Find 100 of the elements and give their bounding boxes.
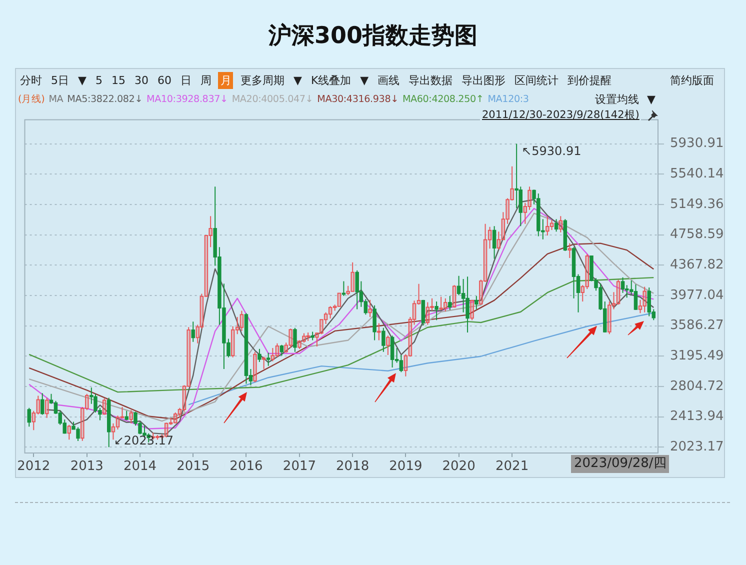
candlestick <box>27 407 31 428</box>
text: ▼ <box>647 93 656 106</box>
x-tick-label: 2014 <box>123 459 157 474</box>
candlestick <box>129 410 133 424</box>
x-tick-label: 2012 <box>17 459 50 474</box>
y-tick-label: 2804.72 <box>670 378 724 394</box>
candlestick <box>342 280 346 297</box>
candlestick <box>580 284 584 302</box>
x-tick-label: 2017 <box>282 459 316 474</box>
candlestick <box>182 384 186 412</box>
text: 5 <box>94 72 104 88</box>
candlestick <box>102 398 106 416</box>
candlestick <box>528 186 532 210</box>
candlestick <box>293 327 297 352</box>
candlestick <box>337 292 342 308</box>
x-tick-label: 2018 <box>336 459 370 474</box>
candlestick <box>634 284 638 310</box>
text: ▼ <box>77 72 88 88</box>
y-tick-label: 2023.17 <box>670 440 724 455</box>
text: MA <box>48 94 64 105</box>
text: MA5:3822.082↓ <box>67 94 143 105</box>
annotation: ↙2023.17 <box>114 433 174 448</box>
candlestick <box>275 342 280 358</box>
text: MA10:3928.837↓ <box>146 94 228 105</box>
y-tick-label: 4758.59 <box>670 227 724 242</box>
candlestick <box>111 422 116 440</box>
candlestick <box>120 406 124 418</box>
candlestick <box>382 327 386 352</box>
candlestick <box>355 270 359 310</box>
candlestick <box>501 212 506 241</box>
candlestick <box>280 344 284 356</box>
candlestick <box>116 415 120 430</box>
candlestick <box>204 234 208 298</box>
y-tick-label: 5540.14 <box>670 166 724 182</box>
candlestick <box>642 286 646 313</box>
candlestick <box>483 223 488 283</box>
x-tick-label: 2021 <box>496 459 529 474</box>
text: 到价提醒 <box>566 72 613 88</box>
text: 区间统计 <box>514 72 560 88</box>
candlestick <box>106 397 111 448</box>
candlestick <box>404 354 408 377</box>
candlestick <box>191 321 195 342</box>
x-tick-label: 2016 <box>230 459 263 474</box>
candlestick <box>36 395 40 415</box>
text: MA30:4316.938↓ <box>317 94 398 105</box>
candlestick <box>186 326 190 388</box>
candlestick <box>284 342 288 354</box>
text: 月 <box>218 72 234 88</box>
candlestick <box>466 276 470 334</box>
y-tick-label: 3195.49 <box>670 348 724 364</box>
candlestick <box>426 302 430 326</box>
candlestick <box>40 392 44 416</box>
candlestick <box>270 348 275 362</box>
x-tick-label: 2019 <box>389 459 422 474</box>
text: 更多周期 <box>239 72 286 88</box>
y-tick-label: 3586.27 <box>670 318 724 334</box>
candlestick <box>244 312 248 384</box>
candlestick <box>258 348 262 363</box>
text: K线叠加 <box>310 72 352 88</box>
candlestick <box>85 393 89 411</box>
candlestick <box>124 410 128 421</box>
candlestick <box>350 262 354 292</box>
candlestick <box>479 279 483 306</box>
text: ▼ <box>359 72 370 88</box>
text: 导出数据 <box>408 72 454 88</box>
candlestick <box>196 324 200 344</box>
text: 15 <box>110 72 126 88</box>
candlestick <box>470 299 474 321</box>
candlestick <box>416 283 421 306</box>
candlestick <box>550 219 554 231</box>
candlestick <box>510 166 514 202</box>
candlestick <box>412 300 416 326</box>
candlestick <box>240 310 244 332</box>
candlestick <box>156 434 160 440</box>
candlestick <box>368 299 372 318</box>
candlestick <box>608 300 612 335</box>
candlestick <box>386 335 390 356</box>
candlestick <box>421 299 426 326</box>
candlestick <box>377 322 381 341</box>
candlestick <box>266 352 270 366</box>
candlestick <box>568 242 572 258</box>
candlestick <box>45 397 49 418</box>
candlestick <box>315 332 319 347</box>
candlestick <box>230 326 235 358</box>
text: 5日 <box>50 72 70 88</box>
candlestick <box>32 410 36 431</box>
candlestick <box>612 292 616 310</box>
candlestick <box>488 226 492 250</box>
candlestick <box>298 340 302 350</box>
text: MA60:4208.250↑ <box>402 94 484 105</box>
candlestick <box>390 335 394 368</box>
text: 日 <box>179 72 192 88</box>
candlestick <box>492 226 496 260</box>
candlestick <box>448 296 452 310</box>
candlestick <box>262 356 266 370</box>
y-tick-label: 2413.94 <box>670 409 724 424</box>
candlestick <box>208 216 212 248</box>
candlestick <box>434 300 438 321</box>
x-tick-label: 2020 <box>442 459 476 474</box>
candlestick <box>620 276 625 294</box>
